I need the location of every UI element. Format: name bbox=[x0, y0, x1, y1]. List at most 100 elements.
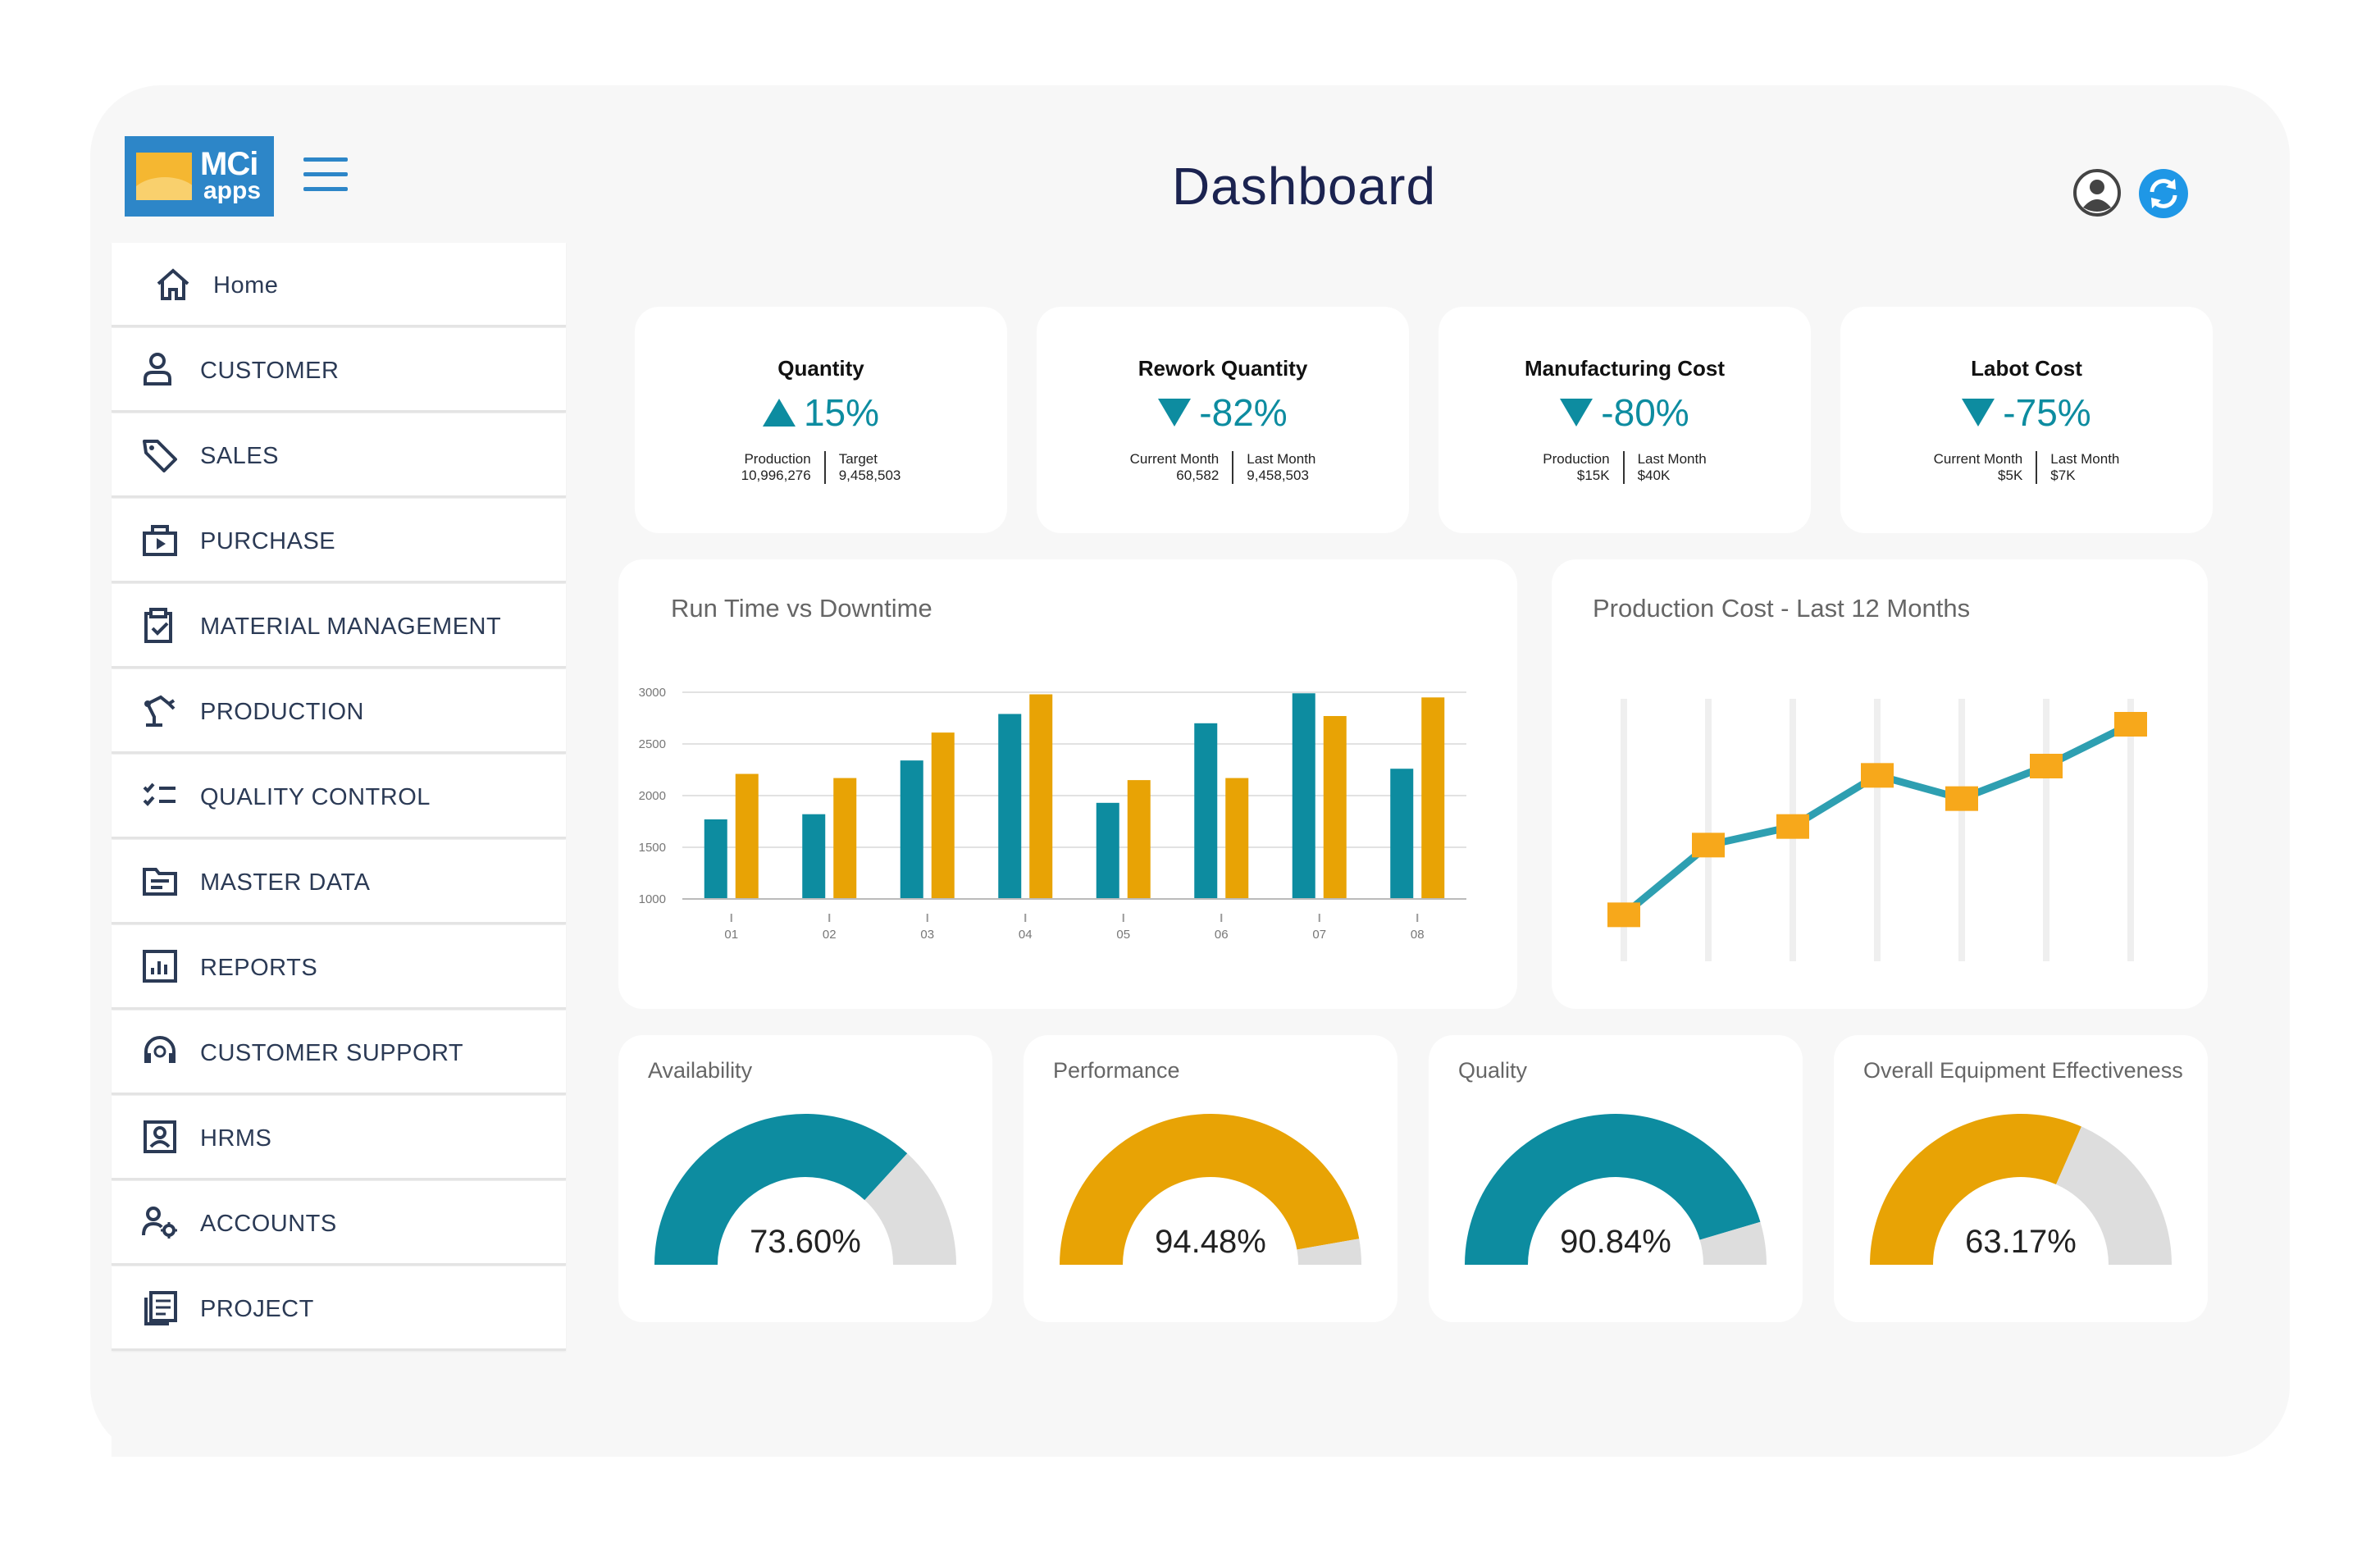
x-tick-label: 03 bbox=[920, 928, 934, 942]
trend-down-icon bbox=[1158, 398, 1192, 427]
quality-gauge bbox=[1465, 1114, 1767, 1265]
sidebar-item-label: CUSTOMER bbox=[200, 358, 340, 384]
kpi-right-label: Last Month bbox=[2050, 451, 2120, 467]
data-point-marker bbox=[1861, 763, 1894, 788]
home-icon bbox=[157, 268, 189, 300]
sidebar-item-hrms[interactable]: HRMS bbox=[112, 1096, 566, 1180]
gauge-value-arc bbox=[1465, 1114, 1761, 1265]
run-time-vs-downtime-chart: 1000 1500 2000 2500 3000 01 02 03 04 05 06 07 08 bbox=[639, 686, 1466, 942]
y-tick-label: 3000 bbox=[639, 686, 666, 700]
chart-title: Run Time vs Downtime bbox=[671, 594, 932, 623]
kpi-card-labor-cost: Labot Cost -75% Current Month $5K Last Mo… bbox=[1840, 307, 2213, 533]
bar bbox=[1225, 778, 1249, 899]
user-profile-icon[interactable] bbox=[2072, 168, 2122, 217]
sidebar-item-customer-support[interactable]: CUSTOMER SUPPORT bbox=[112, 1011, 566, 1095]
x-tick-label: 04 bbox=[1019, 928, 1033, 942]
headset-icon bbox=[144, 1036, 176, 1063]
gauge-title: Performance bbox=[1053, 1058, 1180, 1083]
sidebar-item-label: QUALITY CONTROL bbox=[200, 784, 431, 810]
sidebar-item-project[interactable]: PROJECT bbox=[112, 1266, 566, 1351]
kpi-card-quantity: Quantity 15% Production 10,996,276 Target… bbox=[635, 307, 1007, 533]
kpi-right-value: 9,458,503 bbox=[838, 468, 901, 483]
trend-up-icon bbox=[762, 398, 796, 427]
gauge-remainder-arc bbox=[2056, 1126, 2172, 1265]
gauge-value: 90.84% bbox=[1560, 1224, 1671, 1260]
clipboard-check-icon bbox=[144, 608, 172, 643]
bar bbox=[1390, 769, 1414, 899]
trend-down-icon bbox=[1962, 398, 1995, 427]
y-tick-label: 2000 bbox=[639, 789, 666, 803]
kpi-value-text: -75% bbox=[2003, 391, 2091, 434]
bar bbox=[735, 773, 759, 899]
sidebar-item-quality-control[interactable]: QUALITY CONTROL bbox=[112, 755, 566, 839]
kpi-right-label: Last Month bbox=[1247, 451, 1316, 467]
menu-toggle-icon[interactable] bbox=[303, 157, 348, 194]
bar bbox=[931, 732, 955, 899]
kpi-title: Manufacturing Cost bbox=[1524, 356, 1726, 381]
sidebar-item-purchase[interactable]: PURCHASE bbox=[112, 499, 566, 583]
gauge-title: Quality bbox=[1458, 1058, 1528, 1083]
kpi-right-value: $7K bbox=[2050, 468, 2076, 483]
refresh-icon[interactable] bbox=[2138, 168, 2189, 219]
quality-gauge-card: Quality 90.84% bbox=[1429, 1035, 1803, 1322]
users-gear-icon bbox=[142, 1207, 177, 1239]
robot-arm-icon bbox=[144, 695, 176, 727]
gauge-value: 73.60% bbox=[750, 1224, 861, 1260]
oee-gauge bbox=[1870, 1114, 2172, 1265]
sidebar-item-master-data[interactable]: MASTER DATA bbox=[112, 840, 566, 924]
kpi-title: Quantity bbox=[777, 356, 864, 381]
y-tick-label: 1500 bbox=[639, 841, 666, 855]
sidebar-item-reports[interactable]: REPORTS bbox=[112, 925, 566, 1010]
kpi-details: Production 10,996,276 Target 9,458,503 bbox=[635, 451, 1007, 484]
id-card-icon bbox=[144, 1120, 176, 1153]
purchase-icon bbox=[143, 525, 177, 556]
sidebar-item-label: PRODUCTION bbox=[200, 699, 364, 725]
kpi-left-label: Current Month bbox=[1933, 451, 2023, 467]
kpi-value-text: -82% bbox=[1199, 391, 1288, 434]
sidebar-item-material-management[interactable]: MATERIAL MANAGEMENT bbox=[112, 584, 566, 668]
y-tick-label: 1000 bbox=[639, 892, 666, 906]
mci-apps-logo[interactable]: MCi apps bbox=[125, 136, 274, 217]
sidebar: Home CUSTOMER SALES PURCHASE MATERIAL MA… bbox=[112, 243, 566, 1457]
logo-mark bbox=[136, 153, 192, 200]
availability-gauge bbox=[654, 1114, 956, 1265]
production-cost-panel: Production Cost - Last 12 Months bbox=[1552, 559, 2208, 1009]
kpi-right-label: Target bbox=[838, 451, 878, 467]
kpi-right-value: $40K bbox=[1637, 468, 1671, 483]
kpi-details: Production $15K Last Month $40K bbox=[1438, 451, 1811, 484]
sidebar-item-customer[interactable]: CUSTOMER bbox=[112, 328, 566, 413]
sidebar-item-label: HRMS bbox=[200, 1125, 272, 1152]
kpi-left-value: $5K bbox=[1998, 468, 2023, 483]
sidebar-item-accounts[interactable]: ACCOUNTS bbox=[112, 1181, 566, 1266]
gauge-value-arc bbox=[1060, 1114, 1360, 1265]
kpi-left-value: 10,996,276 bbox=[741, 468, 811, 483]
gauge-value: 63.17% bbox=[1965, 1224, 2077, 1260]
sidebar-item-sales[interactable]: SALES bbox=[112, 413, 566, 498]
gauge-remainder-arc bbox=[864, 1153, 956, 1265]
sidebar-item-home[interactable]: Home bbox=[112, 243, 566, 327]
data-point-marker bbox=[1945, 786, 1978, 811]
kpi-value-text: 15% bbox=[803, 391, 880, 434]
bar bbox=[1096, 802, 1119, 899]
x-tick-label: 08 bbox=[1411, 928, 1425, 942]
bar bbox=[704, 819, 727, 899]
sidebar-item-label: PROJECT bbox=[200, 1296, 314, 1322]
gauge-title: Availability bbox=[648, 1058, 753, 1083]
kpi-value: -82% bbox=[1037, 390, 1409, 435]
tag-icon bbox=[143, 440, 177, 472]
bar bbox=[1292, 693, 1315, 899]
kpi-title: Rework Quantity bbox=[1138, 356, 1308, 381]
performance-gauge bbox=[1060, 1114, 1361, 1265]
chart-title: Production Cost - Last 12 Months bbox=[1593, 594, 1971, 623]
bar bbox=[802, 814, 826, 899]
sidebar-item-label: Home bbox=[213, 272, 279, 299]
gauge-title: Overall Equipment Effectiveness bbox=[1863, 1058, 2183, 1083]
sidebar-item-label: ACCOUNTS bbox=[200, 1211, 337, 1237]
kpi-value: -75% bbox=[1840, 390, 2213, 435]
kpi-left-label: Production bbox=[744, 451, 811, 467]
page-title: Dashboard bbox=[1171, 157, 1437, 216]
bar bbox=[1194, 723, 1218, 899]
report-chart-icon bbox=[143, 950, 177, 983]
sidebar-item-production[interactable]: PRODUCTION bbox=[112, 669, 566, 754]
sidebar-item-label: CUSTOMER SUPPORT bbox=[200, 1040, 464, 1066]
